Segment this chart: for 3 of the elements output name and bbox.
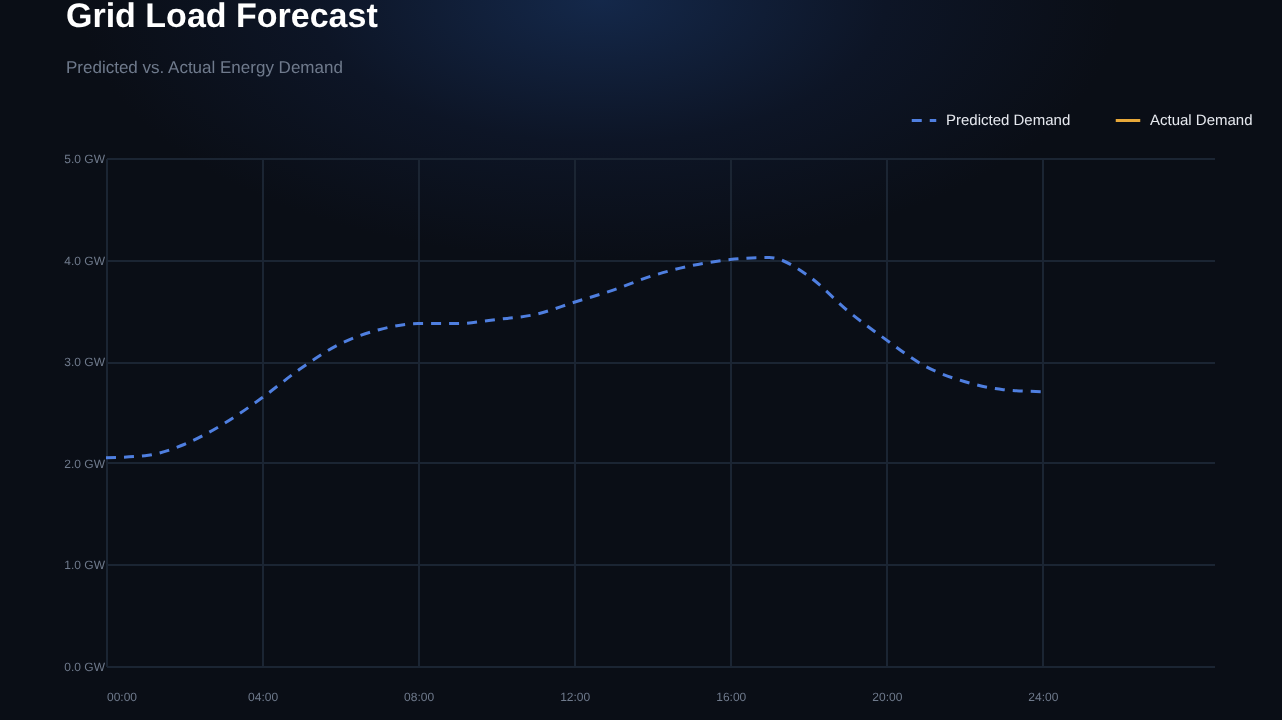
chart-subtitle: Predicted vs. Actual Energy Demand bbox=[66, 57, 344, 77]
line-series bbox=[104, 256, 1044, 460]
chart-title: Grid Load Forecast bbox=[66, 0, 379, 35]
